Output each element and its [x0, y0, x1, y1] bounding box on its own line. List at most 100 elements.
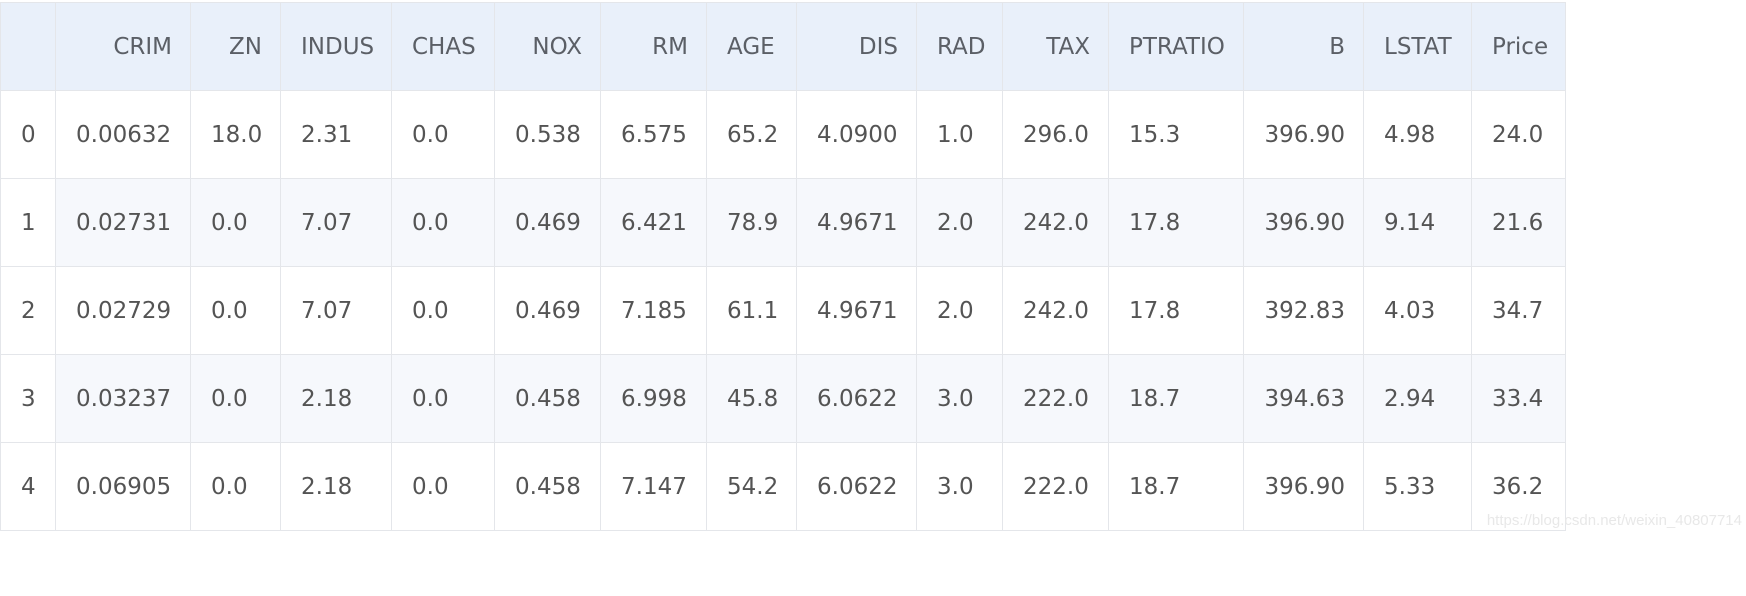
table-cell: 0.458 — [494, 442, 601, 531]
column-header-price: Price — [1471, 2, 1566, 91]
table-cell: 0.0 — [391, 178, 495, 267]
table-cell: 45.8 — [706, 354, 797, 443]
table-cell: 0.0 — [391, 90, 495, 179]
column-header-rm: RM — [600, 2, 707, 91]
table-cell: 0.0 — [391, 442, 495, 531]
table-cell: 0.06905 — [55, 442, 191, 531]
table-cell: 0.0 — [391, 266, 495, 355]
table-cell: 54.2 — [706, 442, 797, 531]
table-cell: 7.185 — [600, 266, 707, 355]
table-header: CRIM ZN INDUS CHAS NOX RM AGE DIS RAD TA… — [0, 2, 1566, 91]
table-cell: 24.0 — [1471, 90, 1566, 179]
table-cell: 4.03 — [1363, 266, 1472, 355]
table-row: 3 0.03237 0.0 2.18 0.0 0.458 6.998 45.8 … — [0, 354, 1566, 443]
table-cell: 7.07 — [280, 266, 392, 355]
table-row: 0 0.00632 18.0 2.31 0.0 0.538 6.575 65.2… — [0, 90, 1566, 179]
table-cell: 9.14 — [1363, 178, 1472, 267]
table-cell: 0.02731 — [55, 178, 191, 267]
table-cell: 6.0622 — [796, 354, 917, 443]
table-cell: 0.0 — [190, 178, 281, 267]
row-index: 1 — [0, 178, 56, 267]
table-cell: 222.0 — [1002, 354, 1109, 443]
column-header-rad: RAD — [916, 2, 1003, 91]
table-cell: 0.03237 — [55, 354, 191, 443]
table-cell: 2.31 — [280, 90, 392, 179]
table-cell: 4.9671 — [796, 178, 917, 267]
table-cell: 396.90 — [1243, 90, 1364, 179]
table-cell: 2.18 — [280, 354, 392, 443]
table-cell: 4.98 — [1363, 90, 1472, 179]
table-cell: 18.7 — [1108, 442, 1244, 531]
dataframe-table: CRIM ZN INDUS CHAS NOX RM AGE DIS RAD TA… — [0, 2, 1566, 531]
table-cell: 7.07 — [280, 178, 392, 267]
table-cell: 0.0 — [190, 266, 281, 355]
table-cell: 396.90 — [1243, 178, 1364, 267]
table-cell: 21.6 — [1471, 178, 1566, 267]
row-index: 4 — [0, 442, 56, 531]
table-cell: 33.4 — [1471, 354, 1566, 443]
table-cell: 392.83 — [1243, 266, 1364, 355]
table-row: 4 0.06905 0.0 2.18 0.0 0.458 7.147 54.2 … — [0, 442, 1566, 531]
table-cell: 18.0 — [190, 90, 281, 179]
column-header-indus: INDUS — [280, 2, 392, 91]
column-header-ptratio: PTRATIO — [1108, 2, 1244, 91]
header-row: CRIM ZN INDUS CHAS NOX RM AGE DIS RAD TA… — [0, 2, 1566, 91]
table-cell: 17.8 — [1108, 266, 1244, 355]
table-cell: 0.0 — [391, 354, 495, 443]
row-index: 2 — [0, 266, 56, 355]
table-cell: 78.9 — [706, 178, 797, 267]
table-cell: 0.02729 — [55, 266, 191, 355]
table-cell: 36.2 — [1471, 442, 1566, 531]
column-header-nox: NOX — [494, 2, 601, 91]
table-cell: 2.18 — [280, 442, 392, 531]
table-cell: 2.94 — [1363, 354, 1472, 443]
table-cell: 34.7 — [1471, 266, 1566, 355]
column-header-tax: TAX — [1002, 2, 1109, 91]
column-header-chas: CHAS — [391, 2, 495, 91]
table-cell: 222.0 — [1002, 442, 1109, 531]
column-header-zn: ZN — [190, 2, 281, 91]
row-index: 0 — [0, 90, 56, 179]
table-cell: 242.0 — [1002, 178, 1109, 267]
table-cell: 0.0 — [190, 442, 281, 531]
table-cell: 15.3 — [1108, 90, 1244, 179]
table-cell: 2.0 — [916, 266, 1003, 355]
table-row: 2 0.02729 0.0 7.07 0.0 0.469 7.185 61.1 … — [0, 266, 1566, 355]
column-header-lstat: LSTAT — [1363, 2, 1472, 91]
table-cell: 6.998 — [600, 354, 707, 443]
table-cell: 61.1 — [706, 266, 797, 355]
table-cell: 65.2 — [706, 90, 797, 179]
column-header-dis: DIS — [796, 2, 917, 91]
table-cell: 6.421 — [600, 178, 707, 267]
table-cell: 296.0 — [1002, 90, 1109, 179]
column-header-age: AGE — [706, 2, 797, 91]
table-cell: 3.0 — [916, 354, 1003, 443]
table-cell: 1.0 — [916, 90, 1003, 179]
table-cell: 242.0 — [1002, 266, 1109, 355]
table-cell: 6.0622 — [796, 442, 917, 531]
table-cell: 5.33 — [1363, 442, 1472, 531]
table-row: 1 0.02731 0.0 7.07 0.0 0.469 6.421 78.9 … — [0, 178, 1566, 267]
table-cell: 17.8 — [1108, 178, 1244, 267]
column-header-b: B — [1243, 2, 1364, 91]
index-header — [0, 2, 56, 91]
table-cell: 0.469 — [494, 266, 601, 355]
table-cell: 3.0 — [916, 442, 1003, 531]
table-cell: 0.00632 — [55, 90, 191, 179]
table-cell: 396.90 — [1243, 442, 1364, 531]
table-cell: 0.538 — [494, 90, 601, 179]
table-cell: 4.9671 — [796, 266, 917, 355]
row-index: 3 — [0, 354, 56, 443]
column-header-crim: CRIM — [55, 2, 191, 91]
table-cell: 0.469 — [494, 178, 601, 267]
table-cell: 0.0 — [190, 354, 281, 443]
table-cell: 18.7 — [1108, 354, 1244, 443]
table-body: 0 0.00632 18.0 2.31 0.0 0.538 6.575 65.2… — [0, 90, 1566, 531]
watermark: https://blog.csdn.net/weixin_40807714 — [1486, 512, 1742, 529]
table-cell: 7.147 — [600, 442, 707, 531]
table-cell: 394.63 — [1243, 354, 1364, 443]
table-cell: 6.575 — [600, 90, 707, 179]
table-cell: 0.458 — [494, 354, 601, 443]
table-cell: 2.0 — [916, 178, 1003, 267]
table-cell: 4.0900 — [796, 90, 917, 179]
